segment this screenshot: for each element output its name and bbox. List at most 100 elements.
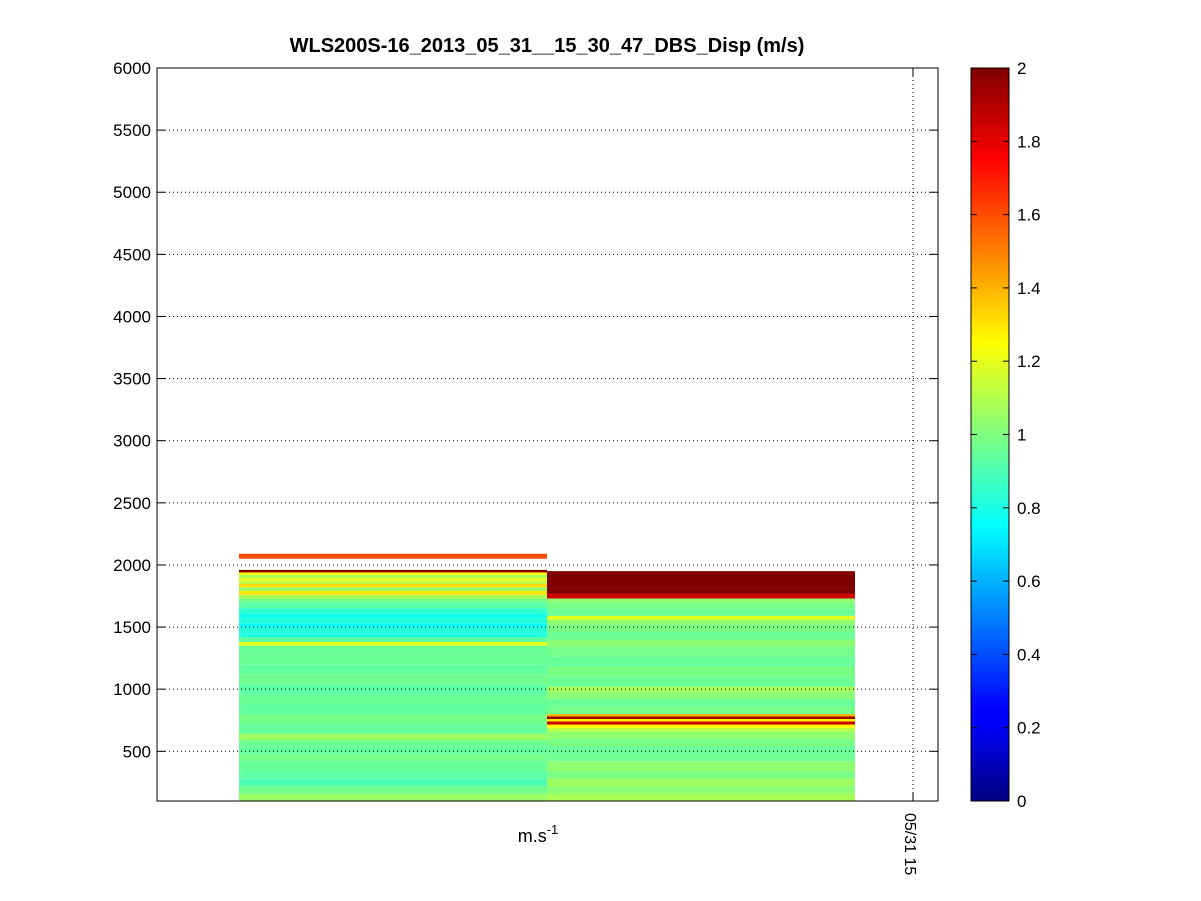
heatmap-cell: [239, 786, 547, 794]
heatmap-cell: [239, 608, 547, 614]
heatmap-cell: [239, 674, 547, 685]
y-axis: 500 1000 1500 2000 2500 3000 3500 4000 4500 5000 5…: [113, 59, 938, 761]
heatmap-cell: [239, 618, 547, 624]
colorbar-tick-label: 1.4: [1017, 279, 1041, 298]
heatmap-cell: [239, 714, 547, 724]
heatmap-cell: [547, 793, 855, 801]
heatmap-cell: [239, 581, 547, 584]
heatmap-cell: [239, 733, 547, 741]
colorbar-tick-label: 1.2: [1017, 352, 1041, 371]
heatmap-cell: [547, 571, 855, 589]
heatmap-cell: [547, 738, 855, 747]
heatmap-cell: [547, 598, 855, 603]
heatmap-cell: [547, 746, 855, 754]
heatmap-cell: [239, 694, 547, 705]
heatmap-cell: [547, 639, 855, 647]
heatmap-cell: [239, 723, 547, 734]
plot-frame: [156, 67, 939, 802]
heatmap-cell: [547, 761, 855, 772]
heatmap-cell: [239, 613, 547, 619]
heatmap-cell: [547, 778, 855, 787]
colorbar-tick-label: 2: [1017, 59, 1026, 78]
heatmap-cell: [239, 574, 547, 578]
heatmap-cell: [547, 716, 855, 720]
heatmap-cell: [547, 615, 855, 620]
heatmap-cell: [239, 645, 547, 655]
heatmap-cell: [547, 602, 855, 609]
heatmap-cell: [547, 719, 855, 722]
heatmap-cell: [239, 587, 547, 592]
heatmap-cell: [239, 627, 547, 634]
heatmap-cell: [239, 771, 547, 779]
heatmap-cell: [239, 623, 547, 628]
heatmap-cell: [547, 727, 855, 732]
y-tick-label: 3500: [113, 370, 151, 389]
heatmap-cell: [239, 591, 547, 595]
x-axis-label: m.s-1: [518, 822, 559, 846]
y-tick-label: 3000: [113, 432, 151, 451]
heatmap-cell: [239, 598, 547, 603]
heatmap-cells: [239, 553, 855, 801]
heatmap-cell: [239, 793, 547, 801]
heatmap-cell: [547, 676, 855, 687]
heatmap-cell: [239, 594, 547, 599]
heatmap-cell: [547, 753, 855, 762]
heatmap-cell: [547, 724, 855, 728]
heatmap-cell: [547, 619, 855, 625]
x-axis: 05/31 15: [901, 68, 918, 875]
heatmap-cell: [239, 553, 547, 559]
heatmap-cell: [239, 637, 547, 642]
heatmap-cell: [239, 740, 547, 747]
heatmap-cell: [547, 786, 855, 794]
y-tick-label: 5000: [113, 183, 151, 202]
heatmap-cell: [547, 706, 855, 715]
colorbar-tick-label: 0.4: [1017, 645, 1041, 664]
heatmap-cell: [239, 583, 547, 588]
colorbar-tick-label: 1.8: [1017, 132, 1041, 151]
heatmap-cell: [547, 691, 855, 700]
heatmap-cell: [239, 761, 547, 772]
heatmap-cell: [239, 569, 547, 573]
colorbar-tick-label: 0.6: [1017, 572, 1041, 591]
y-tick-label: 1500: [113, 618, 151, 637]
heatmap-cell: [239, 577, 547, 582]
colorbar-tick-label: 0: [1017, 792, 1026, 811]
heatmap-cell: [239, 654, 547, 665]
y-tick-label: 1000: [113, 680, 151, 699]
colorbar-ticks: 0 0.2 0.4 0.6 0.8 1 1.2 1.4 1.6 1.8 2: [971, 59, 1041, 811]
heatmap-cell: [239, 704, 547, 715]
heatmap-cell: [547, 699, 855, 707]
y-tick-label: 2000: [113, 556, 151, 575]
heatmap-cell: [239, 746, 547, 754]
colorbar-tick-label: 1: [1017, 426, 1026, 445]
heatmap-cell: [547, 608, 855, 616]
heatmap-cell: [547, 666, 855, 677]
y-tick-label: 4000: [113, 307, 151, 326]
heatmap-cell: [547, 588, 855, 594]
heatmap-cell: [239, 633, 547, 638]
heatmap-cell: [547, 721, 855, 725]
plot-area: 500 1000 1500 2000 2500 3000 3500 4000 4500 5000 5…: [113, 59, 939, 875]
y-tick-label: 2500: [113, 494, 151, 513]
y-tick-label: 6000: [113, 59, 151, 78]
y-tick-label: 5500: [113, 121, 151, 140]
heatmap-cell: [547, 714, 855, 717]
heatmap-cell: [239, 572, 547, 575]
heatmap-cell: [239, 602, 547, 609]
heatmap-cell: [547, 593, 855, 599]
y-tick-label: 4500: [113, 245, 151, 264]
heatmap-cell: [239, 753, 547, 762]
heatmap-cell: [547, 771, 855, 779]
heatmap-cell: [239, 641, 547, 646]
colorbar-tick-label: 0.2: [1017, 719, 1041, 738]
heatmap-cell: [547, 624, 855, 633]
colorbar: 0 0.2 0.4 0.6 0.8 1 1.2 1.4 1.6 1.8 2: [970, 59, 1041, 811]
heatmap-cell: [547, 646, 855, 657]
colorbar-tick-label: 0.8: [1017, 499, 1041, 518]
heatmap-cell: [547, 632, 855, 640]
heatmap-cell: [239, 778, 547, 787]
heatmap-cell: [239, 664, 547, 675]
x-tick-label: 05/31 15: [901, 813, 918, 875]
heatmap-cell: [547, 656, 855, 667]
